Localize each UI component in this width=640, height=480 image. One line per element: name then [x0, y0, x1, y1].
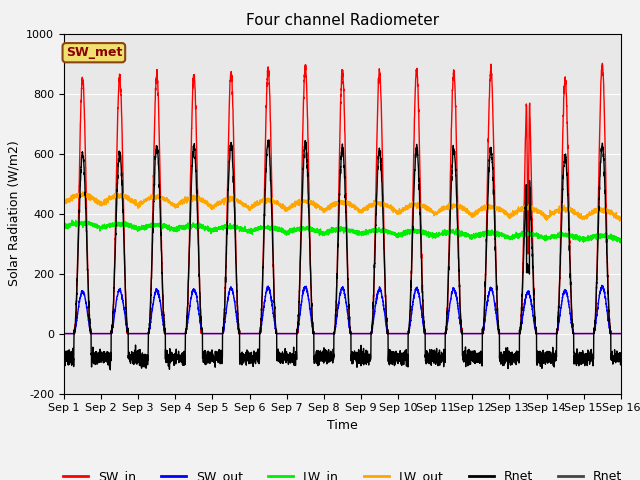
LW_in	[322, 231, 330, 237]
Line: LW_out: LW_out	[64, 192, 621, 221]
LW_out	[60, 200, 68, 205]
Line: SW_out: SW_out	[64, 285, 621, 334]
LW_in	[617, 236, 625, 242]
SW_in	[617, 331, 625, 336]
Rnet	[322, 357, 330, 363]
SW_out	[499, 331, 506, 336]
LW_in	[68, 217, 76, 223]
SW_in	[598, 60, 606, 66]
SW_out	[160, 326, 168, 332]
SW_out	[322, 331, 330, 336]
LW_in	[60, 224, 68, 229]
SW_out	[60, 331, 68, 336]
Rnet	[467, 357, 475, 363]
SW_out	[616, 331, 624, 336]
LW_out	[436, 205, 444, 211]
Rnet	[616, 350, 624, 356]
X-axis label: Time: Time	[327, 419, 358, 432]
SW_in	[160, 325, 168, 331]
LW_in	[436, 231, 444, 237]
SW_out	[467, 331, 475, 336]
Legend: SW_in, SW_out, LW_in, LW_out, Rnet, Rnet: SW_in, SW_out, LW_in, LW_out, Rnet, Rnet	[58, 465, 627, 480]
Y-axis label: Solar Radiation (W/m2): Solar Radiation (W/m2)	[8, 141, 20, 287]
LW_out	[499, 208, 507, 214]
LW_in	[499, 231, 507, 237]
LW_in	[467, 236, 475, 242]
Rnet	[265, 137, 273, 143]
LW_out	[467, 211, 475, 217]
SW_out	[617, 331, 625, 336]
SW_out	[436, 331, 444, 336]
SW_in	[436, 331, 444, 336]
Text: SW_met: SW_met	[66, 46, 122, 59]
LW_in	[160, 222, 168, 228]
SW_in	[322, 331, 330, 336]
Rnet	[160, 318, 168, 324]
Line: LW_in: LW_in	[64, 220, 621, 243]
LW_in	[616, 240, 624, 246]
SW_in	[616, 331, 624, 336]
Rnet	[60, 354, 68, 360]
SW_in	[60, 331, 68, 336]
LW_in	[616, 237, 624, 243]
Rnet	[617, 361, 625, 367]
Line: SW_in: SW_in	[64, 63, 621, 334]
SW_in	[499, 331, 506, 336]
Line: Rnet: Rnet	[64, 140, 621, 370]
Rnet	[106, 367, 114, 372]
LW_out	[79, 189, 87, 195]
Rnet	[499, 363, 507, 369]
SW_in	[467, 331, 475, 336]
Title: Four channel Radiometer: Four channel Radiometer	[246, 13, 439, 28]
Rnet	[436, 356, 444, 362]
LW_out	[616, 218, 623, 224]
LW_out	[322, 207, 330, 213]
LW_out	[160, 195, 168, 201]
SW_out	[598, 282, 605, 288]
LW_out	[616, 217, 624, 223]
LW_out	[617, 216, 625, 222]
